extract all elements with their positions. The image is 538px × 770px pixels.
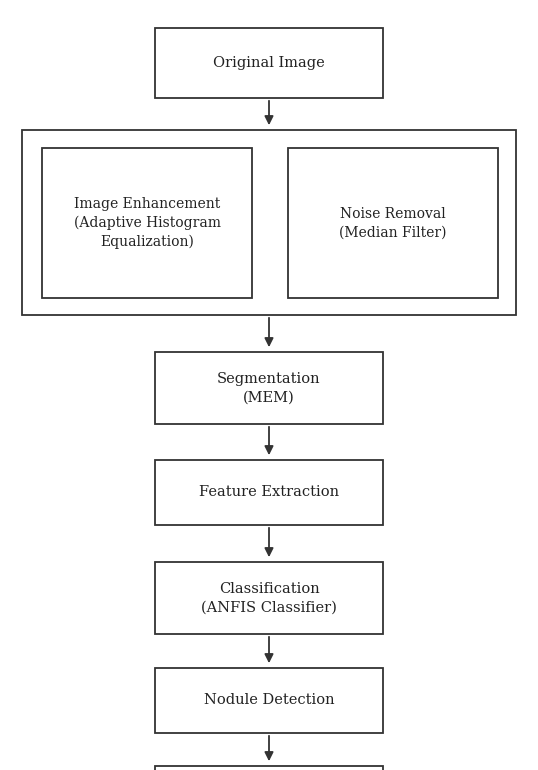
Bar (155, 352, 383, 424)
Text: Classification
(ANFIS Classifier): Classification (ANFIS Classifier) (201, 582, 337, 614)
Bar (42, 148, 252, 298)
Bar (288, 148, 498, 298)
Bar (155, 562, 383, 634)
Text: Original Image: Original Image (213, 56, 325, 70)
Bar (155, 766, 383, 770)
Text: Nodule Detection: Nodule Detection (204, 694, 334, 708)
Bar (155, 460, 383, 525)
Text: Segmentation
(MEM): Segmentation (MEM) (217, 372, 321, 404)
Bar (155, 668, 383, 733)
Text: Feature Extraction: Feature Extraction (199, 486, 339, 500)
Text: Image Enhancement
(Adaptive Histogram
Equalization): Image Enhancement (Adaptive Histogram Eq… (74, 197, 221, 249)
Bar (22, 130, 516, 315)
Bar (155, 28, 383, 98)
Text: Noise Removal
(Median Filter): Noise Removal (Median Filter) (339, 207, 447, 239)
